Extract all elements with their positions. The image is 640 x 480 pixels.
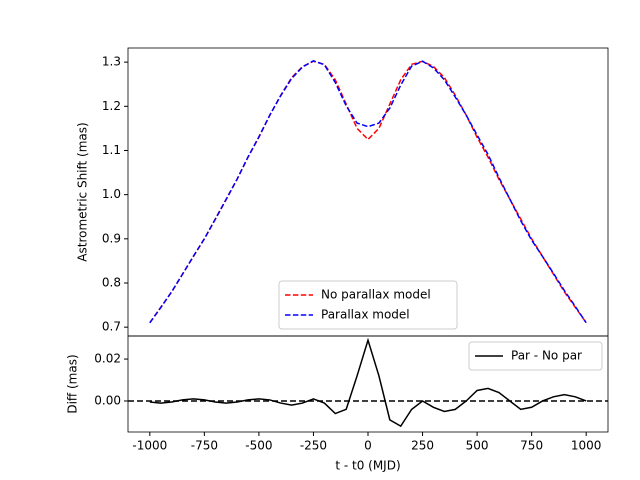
data-line	[149, 337, 587, 428]
y-tick-label: 0.8	[102, 275, 121, 289]
x-tick-label: -250	[300, 439, 327, 453]
x-tick-label: 250	[411, 439, 434, 453]
y-tick-label: 1.3	[102, 55, 121, 69]
x-tick-label: -750	[191, 439, 218, 453]
x-tick-label: 500	[466, 439, 489, 453]
x-axis-label: t - t0 (MJD)	[335, 459, 400, 473]
legend-label: Par - No par	[511, 349, 582, 363]
legend-label: Parallax model	[321, 308, 410, 322]
y-tick-label: 1.1	[102, 143, 121, 157]
y-tick-label: 0.9	[102, 231, 121, 245]
y-axis-label: Astrometric Shift (mas)	[76, 122, 90, 261]
x-tick-label: 1000	[571, 439, 602, 453]
y-tick-label: 0.7	[102, 320, 121, 334]
axes-frame	[127, 335, 609, 433]
legend-label: No parallax model	[321, 288, 431, 302]
legend-box	[278, 280, 458, 330]
y-tick-label: 1.0	[102, 187, 121, 201]
x-tick-label: -1000	[132, 439, 167, 453]
legend-box	[468, 341, 603, 371]
y-tick-label: 0.00	[94, 393, 121, 407]
data-line	[149, 59, 587, 324]
y-tick-label: 1.2	[102, 99, 121, 113]
x-tick-label: -500	[245, 439, 272, 453]
y-axis-label: Diff (mas)	[66, 354, 80, 413]
x-tick-label: 0	[364, 439, 372, 453]
y-tick-label: 0.02	[94, 352, 121, 366]
x-tick-label: 750	[520, 439, 543, 453]
